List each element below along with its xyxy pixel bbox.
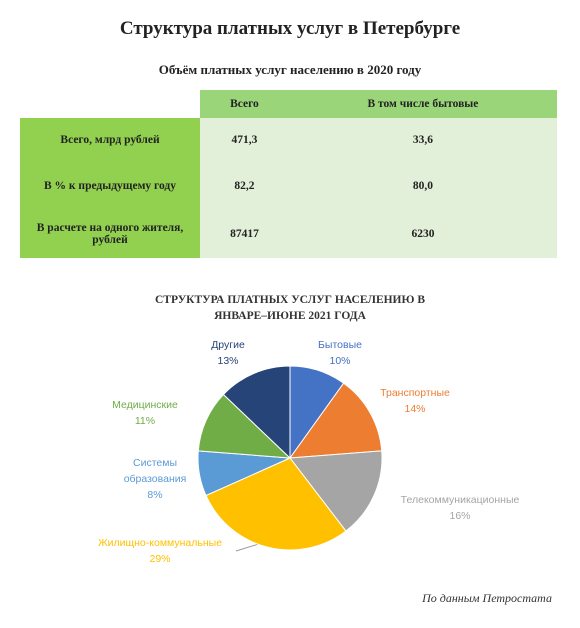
cell: 80,0 [288, 162, 557, 210]
category-label: Бытовые [318, 339, 362, 351]
cell: 87417 [200, 210, 289, 258]
row-label: В % к предыдущему году [20, 162, 200, 210]
row-label: Всего, млрд рублей [20, 118, 200, 162]
category-label: Медицинские [112, 399, 178, 411]
value-label: 14% [404, 403, 426, 415]
table-row: В % к предыдущему году 82,2 80,0 [20, 162, 557, 210]
category-label: Другие [211, 339, 245, 351]
pie-slice [288, 382, 383, 459]
value-label: 10% [329, 355, 351, 367]
column-header: В том числе бытовые [288, 90, 557, 118]
table-row: В расчете на одного жителя, рублей 87417… [20, 210, 557, 258]
cell: 33,6 [288, 118, 557, 162]
value-label: 16% [449, 510, 471, 522]
cell: 82,2 [200, 162, 289, 210]
page-title: Структура платных услуг в Петербурге [119, 18, 461, 39]
category-label: Жилищно-коммунальные [97, 537, 223, 549]
pie-slice [289, 450, 383, 532]
row-label: В расчете на одного жителя, рублей [20, 210, 200, 258]
category-label: Телекоммуникационные [400, 494, 520, 506]
pie-slice [222, 365, 291, 460]
table-row: Всего, млрд рублей 471,3 33,6 [20, 118, 557, 162]
cell: 6230 [288, 210, 557, 258]
category-label: Системы образования [123, 457, 187, 485]
value-label: 13% [217, 355, 239, 367]
header-row: Всего В том числе бытовые [20, 90, 557, 118]
pie-slice [205, 457, 347, 551]
category-label: Транспортные [380, 387, 450, 399]
source: По данным Петростата [422, 591, 552, 605]
column-header: Всего [200, 90, 289, 118]
cell: 471,3 [200, 118, 289, 162]
chart-title: СТРУКТУРА ПЛАТНЫХ УСЛУГ НАСЕЛЕНИЮ В ЯНВА… [154, 294, 425, 322]
value-label: 11% [134, 415, 156, 427]
table: Всего В том числе бытовые Всего, млрд ру… [20, 90, 557, 258]
value-label: 8% [147, 489, 163, 501]
table-title: Объём платных услуг населению в 2020 год… [158, 62, 422, 77]
value-label: 29% [149, 553, 171, 565]
